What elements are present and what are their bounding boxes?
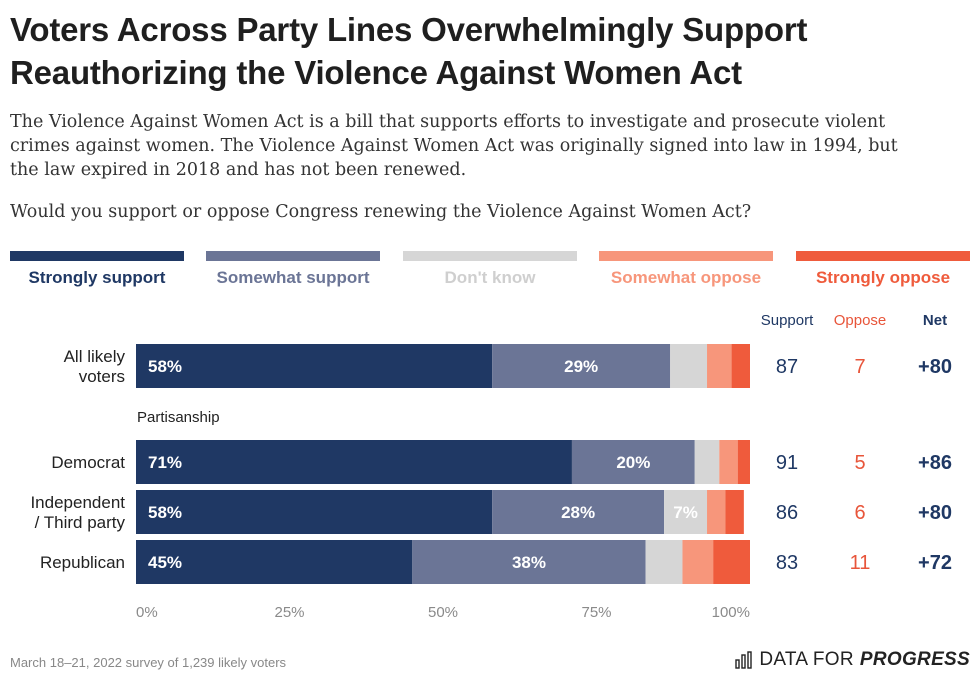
legend-swatch-somewhat-support	[206, 251, 380, 261]
bar-segment-strongly-oppose	[725, 490, 744, 534]
oppose-value: 11	[850, 552, 871, 574]
bar-segment-dont-know	[645, 540, 683, 584]
data-label-somewhat-support: 28%	[561, 503, 595, 522]
legend-swatch-somewhat-oppose	[599, 251, 773, 261]
bar-segment-strongly-oppose	[731, 344, 750, 388]
group-label: Partisanship	[137, 409, 220, 426]
data-label-strongly-support: 71%	[148, 453, 182, 472]
brand-name-emphasis: PROGRESS	[859, 649, 970, 670]
net-value: +80	[918, 356, 952, 378]
legend-label-somewhat-support: Somewhat support	[216, 268, 369, 287]
category-label: voters	[79, 367, 125, 386]
legend-swatch-dont-know	[403, 251, 577, 261]
support-value: 83	[776, 552, 798, 574]
brand-logo: DATA FOR PROGRESS	[735, 649, 970, 671]
bar-segment-dont-know	[670, 344, 708, 388]
chart-description: The Violence Against Women Act is a bill…	[10, 110, 970, 182]
bar-segment-somewhat-support	[571, 440, 695, 484]
survey-footnote: March 18–21, 2022 survey of 1,239 likely…	[10, 655, 287, 670]
bar-segment-somewhat-oppose	[719, 440, 738, 484]
data-label-dont-know: 7%	[673, 503, 698, 522]
brand-name-prefix: DATA FOR	[759, 649, 854, 670]
stacked-bar-chart: Strongly support Somewhat support Don't kn…	[10, 251, 970, 621]
category-label: All likely	[64, 347, 126, 366]
bar-segment-somewhat-oppose	[707, 490, 726, 534]
data-label-somewhat-support: 29%	[564, 357, 598, 376]
bar-segment-strongly-support	[136, 490, 493, 534]
bar-segment-strongly-oppose	[713, 540, 750, 584]
x-tick-label: 0%	[136, 604, 158, 621]
category-label: Republican	[40, 553, 125, 572]
net-value: +72	[918, 552, 952, 574]
survey-question: Would you support or oppose Congress ren…	[10, 202, 752, 222]
bar-segment-somewhat-support	[492, 344, 671, 388]
bar-segment-strongly-oppose	[737, 440, 750, 484]
bar-segment-dont-know	[694, 440, 720, 484]
data-label-strongly-support: 45%	[148, 553, 182, 572]
support-value: 87	[776, 356, 798, 378]
legend-label-somewhat-oppose: Somewhat oppose	[611, 268, 761, 287]
summary-header-support: Support	[761, 312, 814, 329]
description-line: the law expired in 2018 and has not been…	[10, 160, 467, 180]
bar-segment-somewhat-oppose	[707, 344, 732, 388]
oppose-value: 7	[854, 356, 865, 378]
oppose-value: 6	[854, 502, 865, 524]
legend-label-strongly-oppose: Strongly oppose	[816, 268, 950, 287]
x-tick-label: 100%	[712, 604, 750, 621]
legend-label-dont-know: Don't know	[445, 268, 537, 287]
bar-segment-dont-know	[664, 490, 708, 534]
data-label-somewhat-support: 38%	[512, 553, 546, 572]
bar-segment-somewhat-oppose	[682, 540, 714, 584]
bar-segment-strongly-support	[136, 540, 413, 584]
x-tick-label: 25%	[274, 604, 304, 621]
net-value: +86	[918, 452, 952, 474]
legend-label-strongly-support: Strongly support	[29, 268, 166, 287]
category-label: / Third party	[35, 513, 126, 532]
data-label-strongly-support: 58%	[148, 503, 182, 522]
category-label: Independent	[30, 493, 125, 512]
bar-segment-strongly-support	[136, 344, 493, 388]
bar-segment-strongly-support	[136, 440, 572, 484]
chart-title-line: Reauthorizing the Violence Against Women…	[10, 54, 742, 91]
data-label-strongly-support: 58%	[148, 357, 182, 376]
support-value: 91	[776, 452, 798, 474]
category-label: Democrat	[51, 453, 125, 472]
x-tick-label: 50%	[428, 604, 458, 621]
summary-header-net: Net	[923, 312, 947, 329]
bar-segment-somewhat-support	[412, 540, 646, 584]
legend-swatch-strongly-support	[10, 251, 184, 261]
bar-segment-somewhat-support	[492, 490, 665, 534]
chart-title: Voters Across Party Lines Overwhelmingly…	[10, 8, 970, 94]
net-value: +80	[918, 502, 952, 524]
support-value: 86	[776, 502, 798, 524]
legend-swatch-strongly-oppose	[796, 251, 970, 261]
summary-header-oppose: Oppose	[834, 312, 887, 329]
description-line: The Violence Against Women Act is a bill…	[10, 112, 886, 132]
data-label-somewhat-support: 20%	[616, 453, 650, 472]
x-tick-label: 75%	[581, 604, 611, 621]
oppose-value: 5	[854, 452, 865, 474]
chart-title-line: Voters Across Party Lines Overwhelmingly…	[10, 11, 808, 48]
bar-chart-logo-icon	[735, 651, 753, 669]
description-line: crimes against women. The Violence Again…	[10, 136, 898, 156]
